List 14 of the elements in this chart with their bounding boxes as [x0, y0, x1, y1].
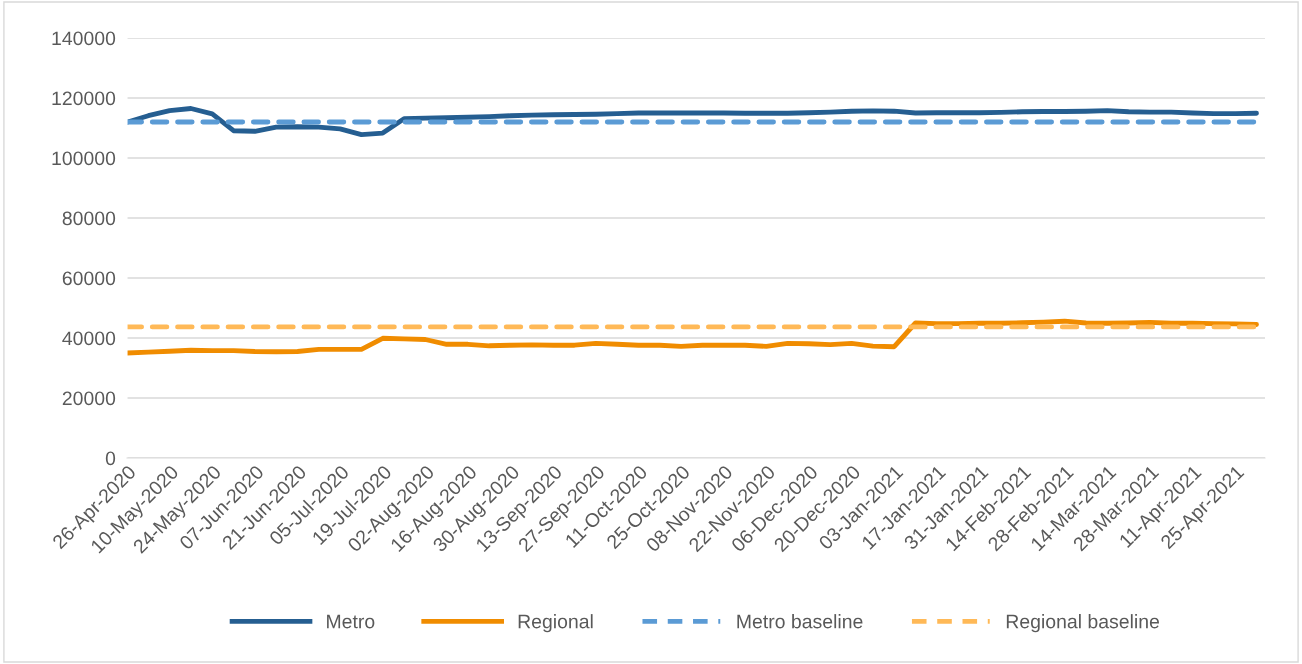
y-tick-label: 40000: [62, 331, 116, 346]
y-tick-label: 20000: [62, 391, 116, 406]
y-tick-label: 140000: [52, 31, 116, 46]
y-tick-label: 100000: [52, 151, 116, 166]
y-tick-label: 60000: [62, 271, 116, 286]
y-tick-label: 80000: [62, 211, 116, 226]
line-series: [127, 106, 1259, 138]
line-series: [127, 318, 1259, 356]
legend-label: Regional: [518, 614, 593, 633]
y-tick-label: 0: [105, 451, 116, 466]
y-tick-label: 120000: [52, 91, 116, 106]
legend-label: Metro baseline: [737, 614, 863, 629]
legend-label: Regional baseline: [1006, 614, 1160, 633]
legend-label: Metro: [327, 614, 375, 629]
